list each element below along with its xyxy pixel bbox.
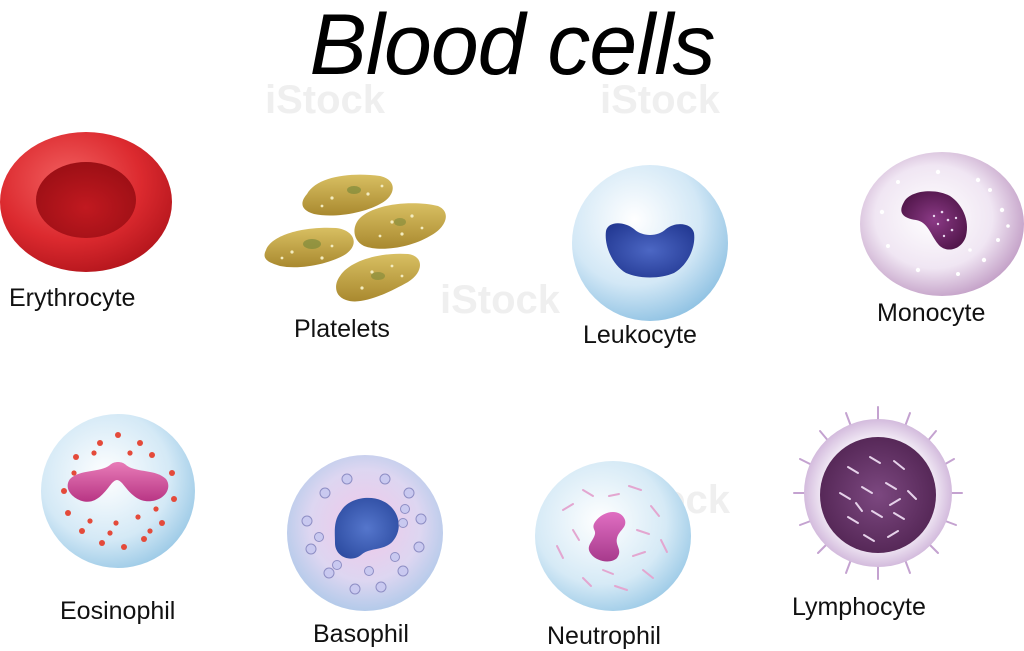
neutrophil-label: Neutrophil [547,622,661,650]
erythrocyte-illustration [0,132,172,272]
eosinophil-illustration [41,414,195,568]
eosinophil-label: Eosinophil [60,597,176,625]
leukocyte-label: Leukocyte [583,321,697,349]
neutrophil-illustration [535,461,691,611]
basophil-illustration [287,455,443,611]
watermark: iStock [440,278,561,322]
page-title: Blood cells [309,0,716,93]
monocyte-illustration [860,152,1024,296]
leukocyte-illustration [572,165,728,321]
platelets-label: Platelets [294,315,390,343]
platelets-illustration [264,174,446,302]
basophil-label: Basophil [313,620,409,648]
lymphocyte-label: Lymphocyte [792,593,926,621]
erythrocyte-label: Erythrocyte [9,284,136,312]
monocyte-label: Monocyte [877,299,986,327]
lymphocyte-illustration [793,406,963,580]
